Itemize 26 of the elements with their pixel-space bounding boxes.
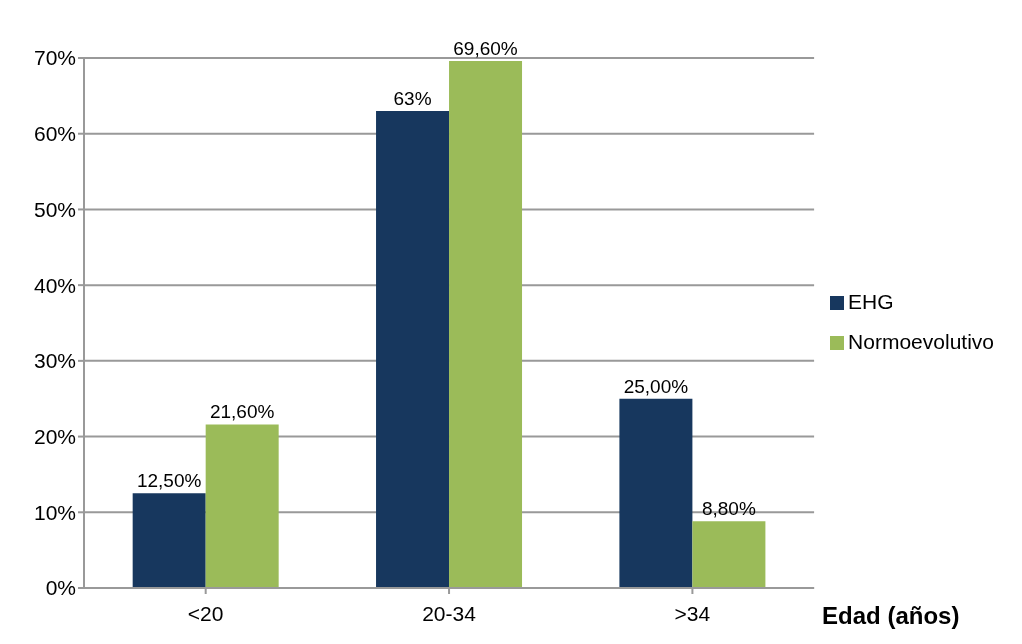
- y-tick-label: 30%: [33, 349, 76, 373]
- data-label: 8,80%: [701, 498, 756, 520]
- y-tick-label: 10%: [33, 500, 76, 524]
- y-tick-label: 40%: [33, 273, 76, 297]
- legend-label: EHG: [848, 290, 894, 313]
- data-label: 12,50%: [136, 470, 202, 492]
- data-label: 25,00%: [623, 375, 689, 397]
- y-tick-label: 60%: [33, 122, 76, 146]
- legend-label: Normoevolutivo: [848, 330, 994, 353]
- y-tick-label: 20%: [33, 425, 76, 449]
- data-label: 63%: [393, 88, 432, 109]
- y-tick-label: 0%: [45, 576, 76, 600]
- bar: [205, 424, 279, 588]
- data-label: 69,60%: [453, 38, 518, 60]
- bar: [132, 493, 206, 588]
- x-tick-label: >34: [674, 601, 711, 625]
- x-tick-label: 20-34: [422, 601, 477, 625]
- x-tick-label: <20: [187, 601, 224, 625]
- data-label: 21,60%: [209, 401, 275, 423]
- y-tick-label: 50%: [33, 197, 76, 221]
- bar: [619, 398, 693, 588]
- bar: [449, 61, 523, 588]
- bar: [692, 521, 766, 588]
- x-axis-title: Edad (años): [822, 602, 960, 629]
- y-tick-label: 70%: [33, 46, 76, 70]
- bar: [376, 111, 450, 588]
